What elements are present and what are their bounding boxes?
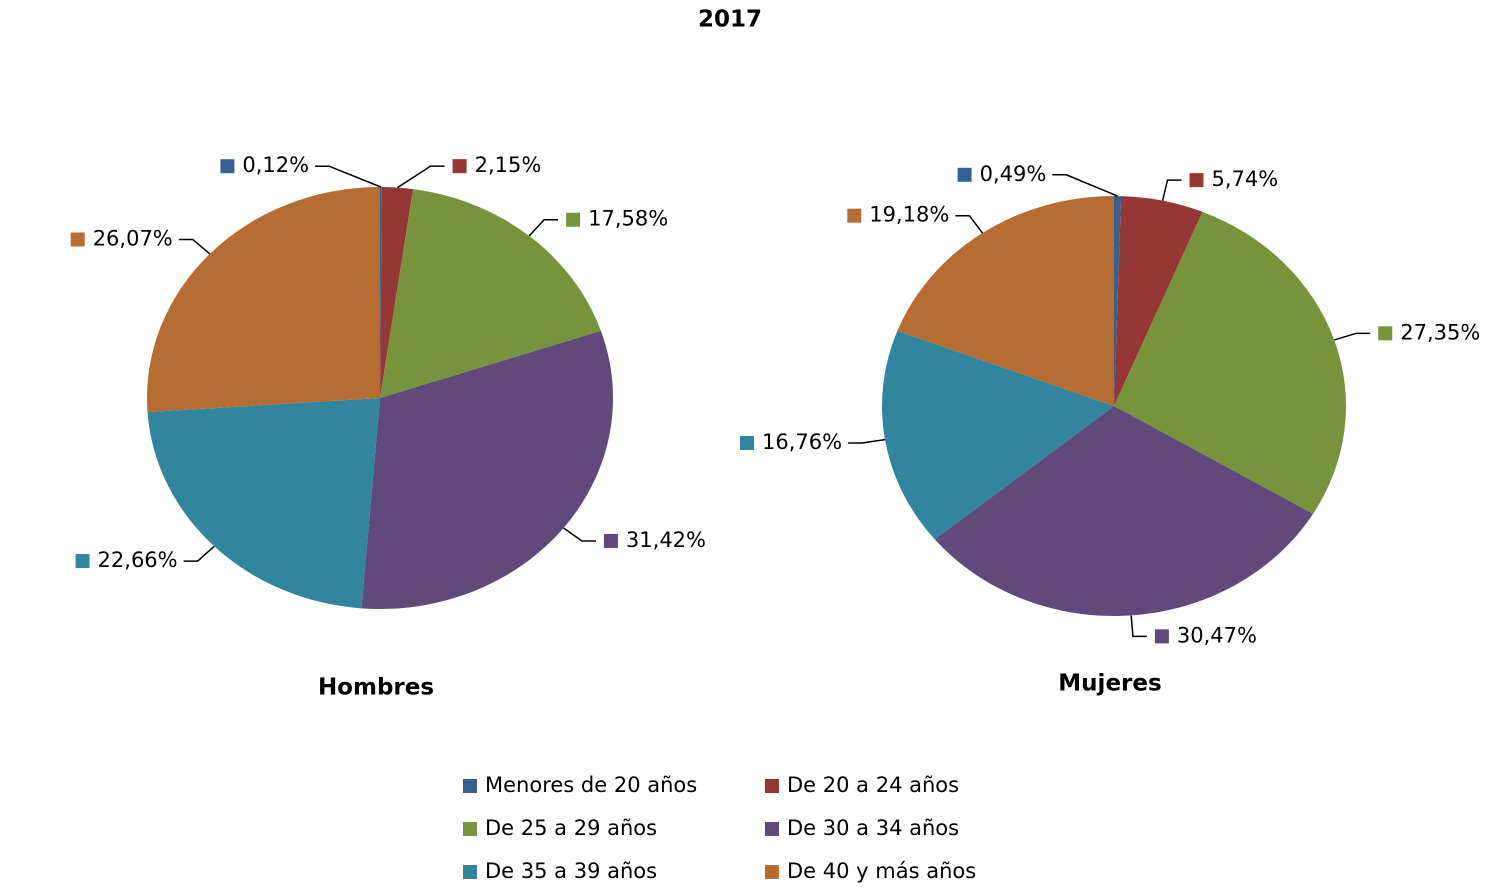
pie-slice: [147, 398, 380, 609]
data-label: 30,47%: [1177, 623, 1257, 647]
data-label: 31,42%: [626, 528, 706, 552]
leader-line: [397, 165, 445, 189]
pie-slice: [380, 189, 601, 398]
legend-label: De 20 a 24 años: [787, 773, 959, 797]
label-marker: [566, 212, 581, 227]
data-label: 5,74%: [1211, 167, 1278, 191]
pie-slice: [1114, 196, 1203, 406]
pie-slice: [934, 406, 1314, 617]
legend-label: De 30 a 34 años: [787, 816, 959, 840]
data-label: 26,07%: [93, 226, 173, 250]
leader-line: [1130, 615, 1147, 638]
label-marker: [957, 167, 972, 182]
label-marker: [603, 533, 618, 548]
legend-label: De 25 a 29 años: [485, 816, 657, 840]
label-marker: [452, 159, 467, 174]
pie-slice: [1114, 196, 1122, 406]
leader-line: [848, 438, 886, 444]
pie-slice: [147, 187, 380, 413]
leader-line: [1161, 179, 1182, 201]
legend-marker: [765, 779, 779, 793]
leader-line: [315, 165, 382, 188]
label-marker: [75, 554, 90, 569]
data-label: 19,18%: [869, 203, 949, 227]
legend-marker: [463, 865, 477, 879]
legend-label: Menores de 20 años: [485, 773, 697, 797]
leader-line: [1334, 332, 1371, 341]
pie-title: Hombres: [318, 675, 434, 701]
legend-marker: [765, 865, 779, 879]
pie-slice: [380, 187, 414, 398]
data-label: 27,35%: [1400, 320, 1480, 344]
pie-title: Mujeres: [1058, 671, 1161, 697]
pie-slice: [1114, 211, 1347, 514]
data-label: 16,76%: [762, 430, 842, 454]
label-marker: [220, 159, 235, 174]
leader-line: [1052, 174, 1118, 197]
label-marker: [1378, 326, 1393, 341]
data-label: 0,49%: [980, 162, 1047, 186]
legend-marker: [463, 779, 477, 793]
leader-line: [563, 527, 596, 542]
label-marker: [1189, 173, 1204, 188]
data-label: 2,15%: [475, 153, 542, 177]
legend-label: De 40 y más años: [787, 859, 976, 883]
data-label: 17,58%: [588, 207, 668, 231]
label-marker: [1154, 629, 1169, 644]
label-marker: [847, 208, 862, 223]
pie-slice: [882, 330, 1114, 540]
pie-slice: [897, 196, 1114, 406]
label-marker: [740, 436, 755, 451]
legend-marker: [463, 822, 477, 836]
legend-marker: [765, 822, 779, 836]
data-label: 22,66%: [98, 548, 178, 572]
data-label: 0,12%: [242, 153, 309, 177]
label-marker: [70, 232, 85, 247]
leader-line: [955, 214, 984, 234]
leader-line: [183, 545, 215, 562]
chart-title: 2017: [698, 7, 762, 33]
pie-slice: [380, 187, 382, 398]
legend-label: De 35 a 39 años: [485, 859, 657, 883]
pie-slice: [361, 330, 613, 610]
leader-line: [178, 238, 211, 255]
leader-line: [528, 218, 559, 237]
